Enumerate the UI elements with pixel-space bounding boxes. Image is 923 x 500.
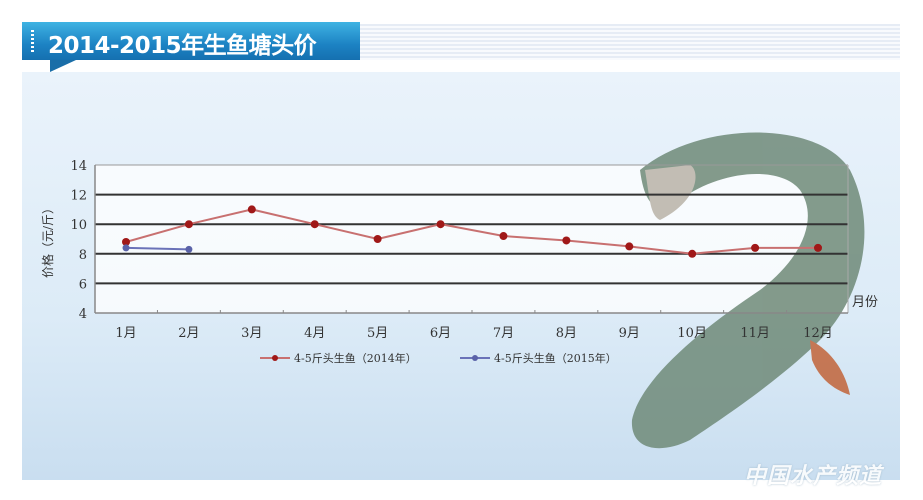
x-tick-label: 1月: [115, 326, 136, 341]
series-line-1: [125, 208, 818, 255]
x-tick-label: 11月: [740, 326, 770, 341]
x-tick-label: 4月: [304, 326, 325, 341]
y-tick-label: 8: [79, 248, 87, 263]
x-tick-label: 2月: [178, 326, 199, 341]
x-tick-label: 3月: [241, 326, 262, 341]
header-stripes: [360, 24, 900, 60]
legend-marker: [272, 355, 278, 361]
x-tick-label: 7月: [493, 326, 514, 341]
data-point: [625, 242, 634, 251]
data-point: [814, 243, 822, 252]
banner-dots: [31, 30, 34, 52]
y-axis-label: 价格（元/斤）: [40, 202, 55, 278]
data-point: [373, 235, 382, 243]
snakehead-fish-illustration: [631, 132, 865, 449]
y-tick-label: 10: [70, 218, 87, 233]
y-tick-label: 12: [70, 189, 87, 204]
data-point: [247, 205, 256, 214]
data-point: [122, 237, 130, 246]
data-point: [751, 243, 760, 252]
x-tick-label: 8月: [556, 326, 577, 341]
series-line-2: [125, 246, 189, 251]
legend-label: 4-5斤头生鱼（2014年）: [294, 351, 417, 365]
watermark-logo: 中国水产频道: [744, 464, 883, 489]
data-point: [185, 245, 193, 253]
fish-fin: [645, 165, 696, 220]
x-tick-label: 12月: [803, 326, 833, 341]
data-point: [122, 244, 130, 252]
x-tick-label: 6月: [430, 326, 451, 341]
chart-title: 2014-2015年生鱼塘头价: [48, 33, 317, 59]
x-tick-label: 10月: [677, 326, 707, 341]
data-point: [688, 249, 697, 258]
legend-marker: [472, 355, 478, 361]
title-banner: 2014-2015年生鱼塘头价: [22, 22, 360, 60]
x-axis-label: 月份: [852, 295, 878, 310]
data-point: [562, 236, 571, 245]
x-tick-label: 5月: [367, 326, 388, 341]
data-point: [436, 220, 445, 229]
plot-area: [95, 165, 848, 313]
x-tick-label: 9月: [619, 326, 640, 341]
data-point: [310, 220, 319, 229]
y-tick-label: 4: [79, 307, 87, 322]
data-point: [499, 232, 508, 241]
y-tick-label: 6: [79, 277, 87, 292]
y-tick-label: 14: [70, 159, 87, 174]
fish-tail-fin: [810, 340, 850, 395]
legend-label: 4-5斤头生鱼（2015年）: [494, 351, 617, 365]
data-point: [184, 220, 193, 229]
fish-body: [631, 132, 865, 449]
banner-tail: [50, 60, 76, 72]
